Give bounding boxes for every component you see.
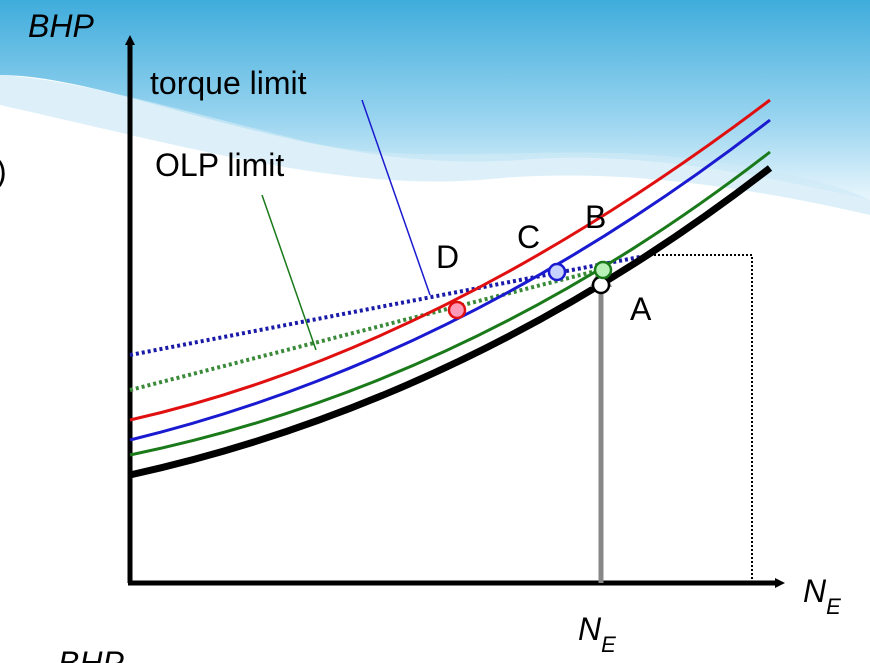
- point-d-label: D: [436, 239, 459, 275]
- marker-label-main: N: [578, 611, 602, 647]
- curve-green: [129, 150, 771, 457]
- curve-red: [129, 98, 771, 422]
- olp-label: OLP limit: [155, 147, 284, 183]
- torque-leader: [361, 99, 431, 296]
- x-axis-label-main: N: [803, 573, 827, 609]
- point-c-marker: [547, 262, 567, 282]
- guide-dotted: [650, 254, 753, 583]
- bottom-text: BHP: [58, 645, 124, 663]
- point-a-marker: [591, 275, 611, 295]
- edge-fragment: ): [0, 153, 7, 189]
- olp-limit-line: [129, 268, 601, 392]
- point-d-marker: [447, 300, 467, 320]
- curve-black: [129, 165, 773, 479]
- marker-label: NE: [578, 611, 616, 657]
- y-axis-label: BHP: [28, 8, 94, 44]
- x-axis-label-sub: E: [826, 594, 841, 619]
- marker-label-sub: E: [601, 632, 616, 657]
- olp-leader: [261, 194, 317, 351]
- x-axis-label: NE: [803, 573, 841, 619]
- background-wave-light: [0, 75, 870, 215]
- point-a-label: A: [630, 291, 652, 327]
- point-b-label: B: [585, 199, 606, 235]
- curve-blue: [129, 118, 771, 442]
- background-wave: [0, 0, 870, 200]
- point-c-label: C: [517, 219, 540, 255]
- torque-label: torque limit: [150, 65, 307, 101]
- torque-limit-line: [129, 253, 651, 357]
- point-b-marker: [593, 260, 613, 280]
